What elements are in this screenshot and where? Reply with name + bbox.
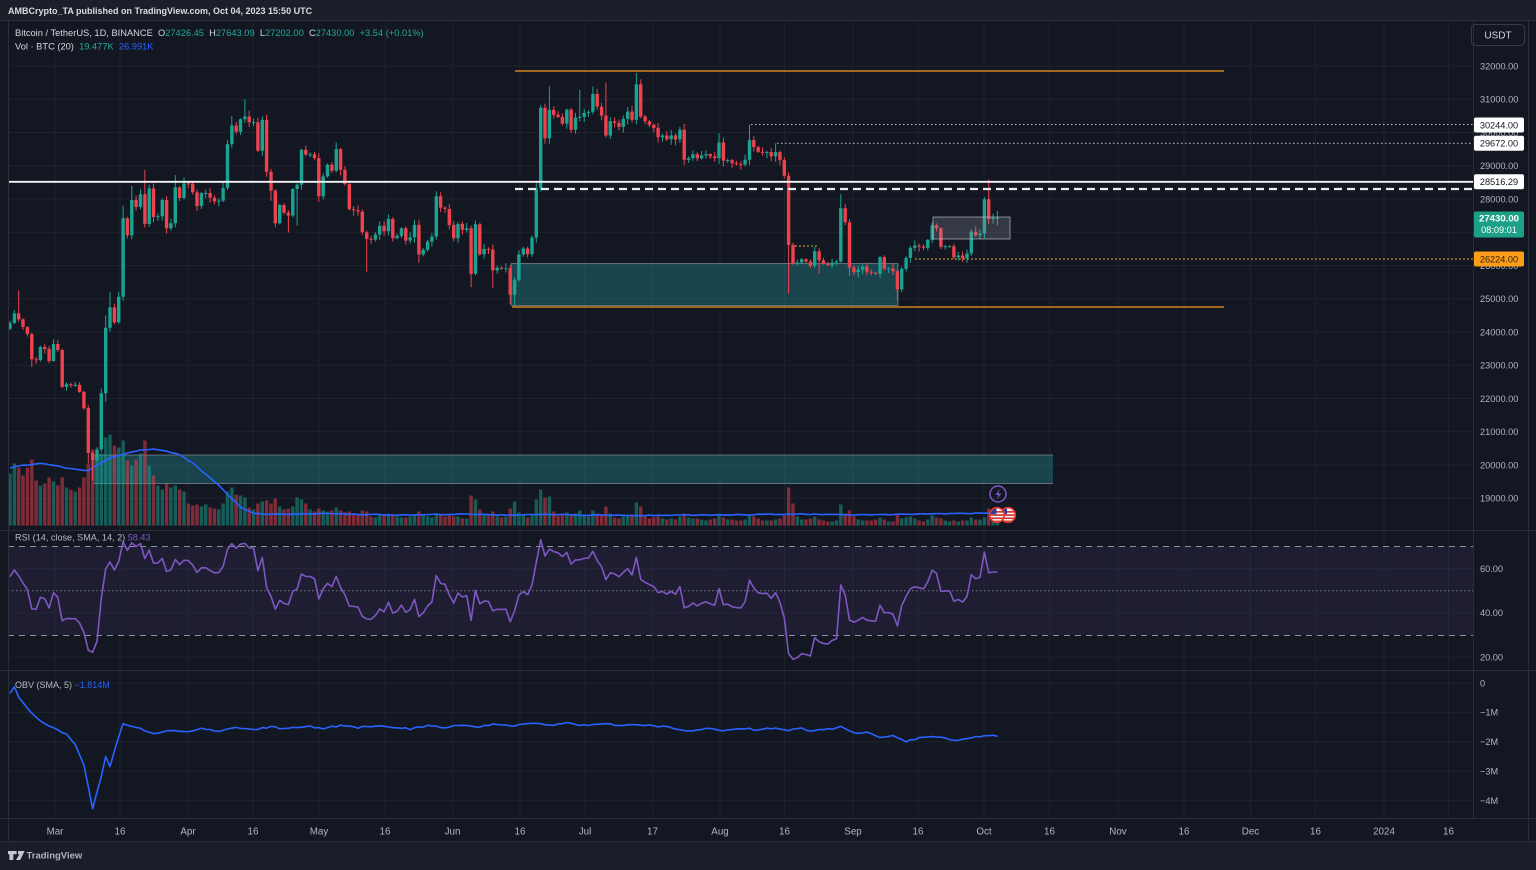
svg-text:Oct: Oct bbox=[976, 827, 992, 838]
svg-text:16: 16 bbox=[248, 827, 259, 838]
svg-text:−1M: −1M bbox=[1480, 708, 1498, 718]
svg-text:2024: 2024 bbox=[1373, 827, 1395, 838]
svg-text:27430.00: 27430.00 bbox=[1479, 214, 1519, 225]
svg-text:16: 16 bbox=[1310, 827, 1321, 838]
svg-text:30000.00: 30000.00 bbox=[1480, 128, 1518, 138]
svg-text:May: May bbox=[310, 827, 329, 838]
svg-text:16: 16 bbox=[1179, 827, 1190, 838]
svg-text:USDT: USDT bbox=[1484, 31, 1511, 42]
svg-text:Jul: Jul bbox=[579, 827, 592, 838]
svg-text:Dec: Dec bbox=[1242, 827, 1260, 838]
svg-text:16: 16 bbox=[515, 827, 526, 838]
svg-text:31000.00: 31000.00 bbox=[1480, 95, 1518, 105]
svg-text:28516.29: 28516.29 bbox=[1480, 177, 1518, 187]
svg-text:RSI (14, close, SMA, 14, 2) 58: RSI (14, close, SMA, 14, 2) 58.43 bbox=[15, 533, 150, 543]
svg-text:16: 16 bbox=[913, 827, 924, 838]
svg-text:26224.00: 26224.00 bbox=[1480, 254, 1518, 264]
svg-text:TradingView: TradingView bbox=[27, 851, 83, 862]
svg-text:Apr: Apr bbox=[180, 827, 196, 838]
svg-text:19000.00: 19000.00 bbox=[1480, 494, 1518, 504]
svg-text:Jun: Jun bbox=[445, 827, 461, 838]
svg-text:Sep: Sep bbox=[844, 827, 862, 838]
svg-text:−2M: −2M bbox=[1480, 737, 1498, 747]
svg-text:32000.00: 32000.00 bbox=[1480, 61, 1518, 71]
svg-text:29000.00: 29000.00 bbox=[1480, 161, 1518, 171]
svg-text:20.00: 20.00 bbox=[1480, 652, 1503, 662]
svg-text:16: 16 bbox=[779, 827, 790, 838]
svg-text:29672.00: 29672.00 bbox=[1480, 139, 1518, 149]
svg-text:22000.00: 22000.00 bbox=[1480, 394, 1518, 404]
svg-text:08:09:01: 08:09:01 bbox=[1481, 225, 1517, 235]
svg-text:21000.00: 21000.00 bbox=[1480, 427, 1518, 437]
svg-text:16: 16 bbox=[380, 827, 391, 838]
svg-text:20000.00: 20000.00 bbox=[1480, 460, 1518, 470]
svg-text:16: 16 bbox=[1443, 827, 1454, 838]
svg-text:−3M: −3M bbox=[1480, 767, 1498, 777]
svg-text:Bitcoin / TetherUS, 1D, BINANC: Bitcoin / TetherUS, 1D, BINANCE O27426.4… bbox=[15, 28, 424, 38]
svg-text:60.00: 60.00 bbox=[1480, 564, 1503, 574]
svg-text:OBV (SMA, 5) −1.814M: OBV (SMA, 5) −1.814M bbox=[15, 680, 110, 690]
svg-text:AMBCrypto_TA published on Trad: AMBCrypto_TA published on TradingView.co… bbox=[8, 6, 313, 16]
svg-text:40.00: 40.00 bbox=[1480, 608, 1503, 618]
svg-text:Aug: Aug bbox=[711, 827, 728, 838]
svg-text:Nov: Nov bbox=[1109, 827, 1127, 838]
svg-text:0: 0 bbox=[1480, 678, 1485, 688]
svg-text:30244.00: 30244.00 bbox=[1480, 120, 1518, 130]
svg-text:16: 16 bbox=[1044, 827, 1055, 838]
svg-text:16: 16 bbox=[115, 827, 126, 838]
svg-text:Mar: Mar bbox=[47, 827, 65, 838]
svg-text:28000.00: 28000.00 bbox=[1480, 194, 1518, 204]
svg-text:Vol · BTC (20) 19.477K 26.99: Vol · BTC (20) 19.477K 26.991K bbox=[15, 42, 154, 52]
svg-text:25000.00: 25000.00 bbox=[1480, 294, 1518, 304]
svg-text:17: 17 bbox=[647, 827, 658, 838]
svg-text:24000.00: 24000.00 bbox=[1480, 327, 1518, 337]
svg-text:23000.00: 23000.00 bbox=[1480, 361, 1518, 371]
svg-text:−4M: −4M bbox=[1480, 796, 1498, 806]
